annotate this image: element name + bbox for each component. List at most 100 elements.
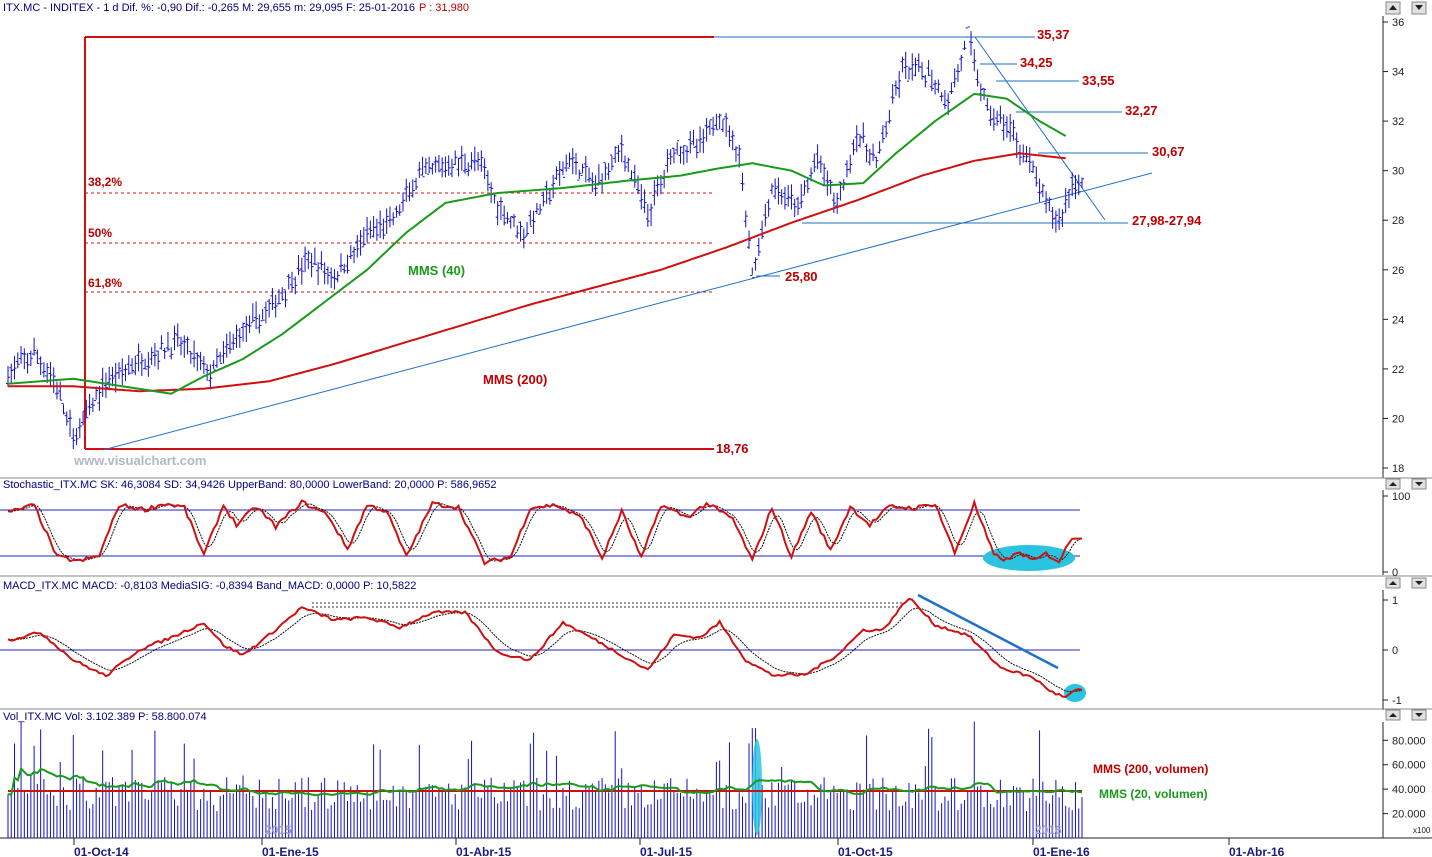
ohlc-bar (459, 145, 464, 171)
ohlc-bar (737, 145, 742, 168)
ohlc-bar (159, 335, 164, 350)
ohlc-bar (338, 253, 343, 273)
ohlc-bar (1044, 191, 1049, 214)
ohlc-bar (254, 301, 259, 330)
vol-y-tick-label: 20.000 (1392, 809, 1426, 821)
ohlc-bar (897, 71, 902, 98)
ohlc-bar (440, 157, 445, 178)
ohlc-bar (283, 289, 288, 308)
ohlc-bar (476, 151, 481, 171)
ohlc-bar (58, 381, 63, 401)
ohlc-bar (387, 206, 392, 228)
ohlc-bar (701, 128, 706, 154)
ohlc-bar (342, 263, 347, 274)
vol-unit-label: x100 (1413, 826, 1431, 835)
ohlc-bar (384, 208, 389, 235)
price-scroll-arrows[interactable] (1385, 1, 1427, 15)
ohlc-bar (172, 325, 177, 351)
ohlc-bar (626, 157, 631, 173)
ohlc-bar (547, 188, 552, 205)
ohlc-bar (260, 308, 265, 322)
ohlc-bar (64, 411, 69, 426)
ohlc-bar (782, 186, 787, 210)
ohlc-bar (828, 179, 833, 195)
ohlc-bar (508, 216, 513, 229)
ohlc-bar (665, 148, 670, 173)
panel-frames (0, 16, 1432, 839)
macd-scroll-arrows[interactable] (1385, 577, 1427, 589)
ohlc-bar (358, 230, 363, 256)
x-axis: 01-Oct-14 01-Ene-15 01-Abr-15 01-Jul-15 01-O… (73, 838, 1285, 857)
ohlc-bar (110, 366, 115, 387)
ohlc-bar (776, 177, 781, 205)
trendline-long-support (102, 172, 1153, 451)
ohlc-bar (887, 109, 892, 124)
ohlc-bar (103, 372, 108, 398)
ohlc-bar (1047, 197, 1052, 212)
ohlc-bar (988, 105, 993, 126)
ohlc-bar (407, 182, 412, 202)
vol-y-tick-label: 40.000 (1392, 784, 1426, 796)
ohlc-bar (795, 196, 800, 216)
ohlc-bar (1001, 114, 1006, 141)
ohlc-bar (799, 184, 804, 209)
trend-lines (102, 36, 1153, 451)
ohlc-bar (541, 191, 546, 207)
ohlc-bar (143, 358, 148, 370)
ohlc-bar (890, 83, 895, 104)
stoch-scroll-arrows[interactable] (1385, 478, 1427, 490)
volume-mms20-line (7, 766, 1083, 797)
ohlc-bar (622, 155, 627, 172)
vol-scroll-arrows[interactable] (1385, 709, 1427, 721)
ohlc-bar (165, 332, 170, 352)
ohlc-bar (688, 131, 693, 154)
ohlc-bar (469, 152, 474, 170)
ohlc-bar (574, 152, 579, 175)
ohlc-bar (955, 64, 960, 82)
ohlc-bar (38, 356, 43, 376)
ohlc-bar (381, 218, 386, 240)
x-tick-label: 01-Abr-16 (1229, 845, 1285, 857)
ohlc-bar (848, 154, 853, 174)
ohlc-bar (397, 204, 402, 216)
vol-mms200-label: MMS (200, volumen) (1093, 762, 1208, 776)
ohlc-bar (609, 154, 614, 171)
ohlc-bar (296, 255, 301, 276)
ohlc-bar (538, 204, 543, 215)
level-label-33-55: 33,55 (1082, 73, 1115, 88)
macd-low-highlight (1064, 684, 1086, 702)
ohlc-bar (90, 397, 95, 412)
price-y-tick-label: 22 (1392, 364, 1404, 376)
price-y-tick-label: 32 (1392, 116, 1404, 128)
ohlc-bar (649, 203, 654, 227)
ohlc-bar (773, 178, 778, 200)
ohlc-bar (1034, 166, 1039, 187)
stoch-y-axis: 100 0 (1383, 491, 1410, 579)
macd-y-tick-label: 1 (1392, 595, 1398, 607)
ohlc-bar (368, 220, 373, 239)
ohlc-bar (1027, 147, 1032, 173)
ohlc-bar (182, 335, 187, 358)
ohlc-bar (534, 202, 539, 214)
ohlc-bar (763, 203, 768, 227)
ohlc-bar (120, 358, 125, 385)
price-y-tick-label: 20 (1392, 413, 1404, 425)
ohlc-bar (48, 361, 53, 386)
mms40-line (7, 92, 1067, 395)
fib-382-label: 38,2% (88, 175, 122, 189)
fibonacci-box: 38,2% 50% 61,8% (84, 36, 714, 450)
ohlc-bar (858, 133, 863, 148)
ohlc-bar (498, 196, 503, 221)
ohlc-bar (962, 40, 967, 50)
mms40-label: MMS (40) (408, 263, 465, 278)
ohlc-bar (195, 352, 200, 372)
ohlc-bar (156, 350, 161, 370)
ohlc-bar (133, 355, 138, 376)
ohlc-bar (352, 246, 357, 264)
watermark: www.visualchart.com (73, 453, 206, 468)
ohlc-bar (325, 266, 330, 285)
macd-divergence-line (917, 593, 1059, 670)
ohlc-bar (9, 363, 14, 384)
ohlc-bar (293, 276, 298, 295)
